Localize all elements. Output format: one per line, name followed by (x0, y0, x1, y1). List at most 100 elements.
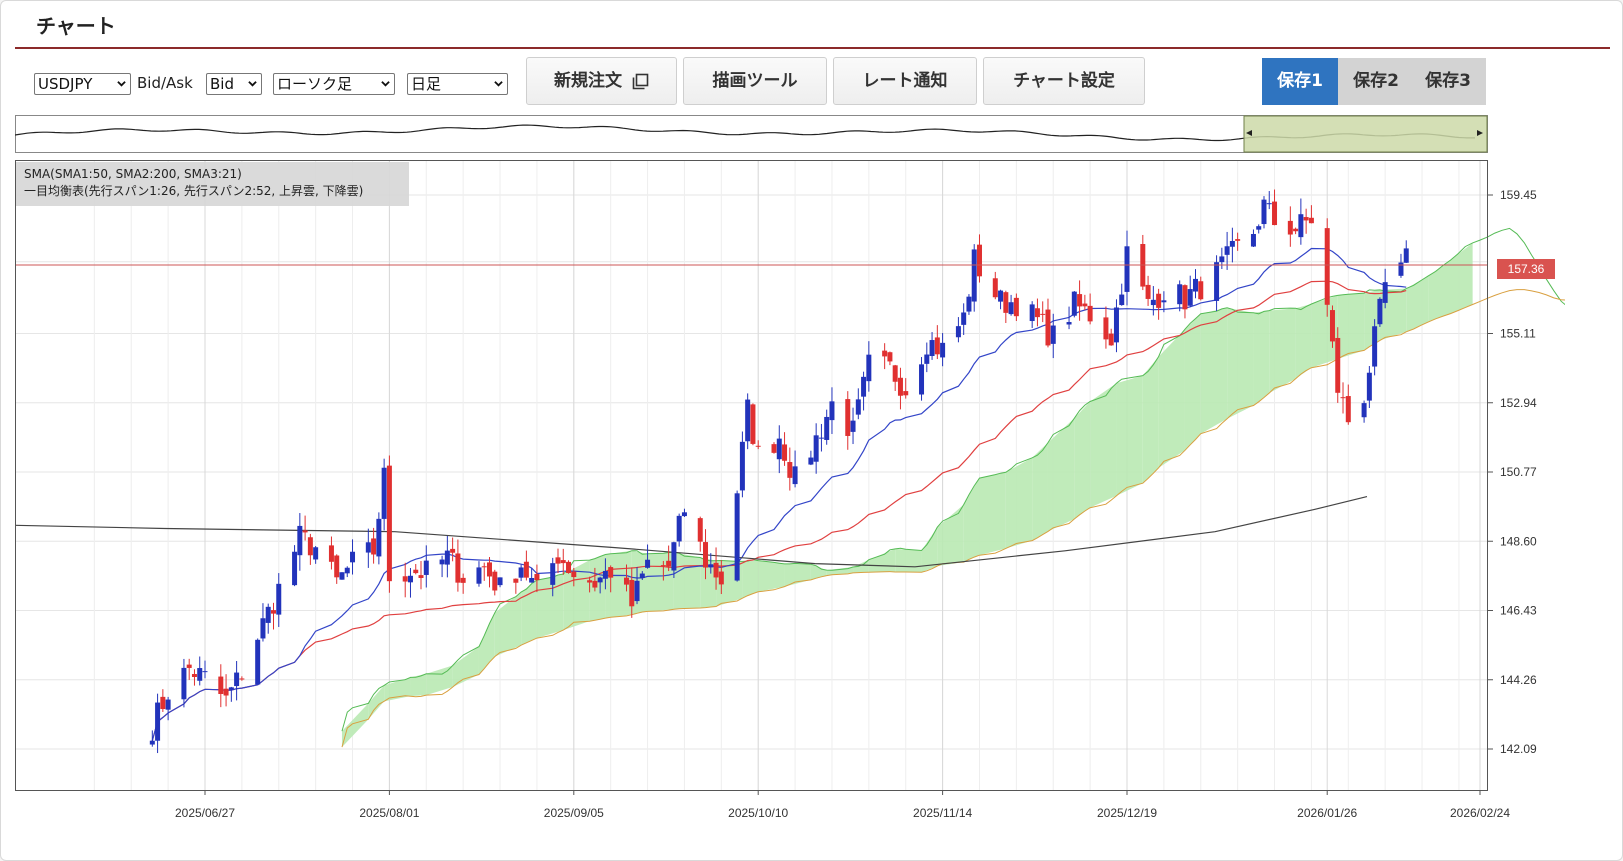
navigator-right-handle-icon[interactable] (1477, 130, 1483, 136)
new-window-icon (632, 73, 649, 89)
candle-up (818, 437, 824, 439)
price-chart[interactable]: 159.45 155.11 152.94 150.77 148.60 146.43 144.… (15, 160, 1565, 832)
chart-settings-button[interactable]: チャート設定 (983, 57, 1145, 105)
candle-down (560, 560, 566, 564)
candle-down (160, 696, 166, 709)
cloud-segment-up (426, 665, 453, 696)
candle-down (1235, 239, 1241, 241)
candle-down (1003, 292, 1009, 313)
candle-down (191, 674, 197, 677)
indicator-legend: SMA(SMA1:50, SMA2:200, SMA3:21) 一目均衡表(先行… (16, 162, 409, 206)
cloud-segment-up (384, 677, 411, 702)
candle-up (1187, 289, 1193, 306)
candle-up (824, 416, 830, 440)
rate-alert-button[interactable]: レート通知 (833, 57, 977, 105)
candle-down (845, 399, 851, 436)
candle-up (1403, 248, 1409, 263)
candle-up (919, 364, 925, 395)
save-1-button[interactable]: 保存1 (1262, 58, 1338, 105)
candle-down (976, 244, 982, 277)
candle-up (381, 467, 387, 519)
candle-down (523, 561, 529, 578)
candle-up (1361, 403, 1367, 418)
candle-down (787, 462, 793, 478)
candle-down (1272, 201, 1278, 226)
period-select[interactable]: 日足 (407, 73, 508, 95)
candle-down (1087, 305, 1093, 322)
candle-up (1224, 246, 1230, 255)
candle-up (550, 563, 556, 585)
candle-up (1124, 246, 1130, 292)
draw-tool-button[interactable]: 描画ツール (683, 57, 827, 105)
candle-up (344, 567, 350, 574)
candle-down (713, 562, 719, 578)
new-order-button[interactable]: 新規注文 (526, 57, 677, 105)
candle-down (934, 337, 940, 355)
candle-down (1040, 313, 1046, 315)
candle-down (1077, 294, 1083, 307)
candle-down (897, 377, 903, 396)
candle-down (513, 578, 519, 583)
candle-down (887, 352, 893, 362)
cloud-segment-up (1142, 356, 1159, 484)
x-axis: 2025/06/27 2025/08/01 2025/09/05 2025/10/10… (175, 790, 1510, 820)
navigator-price-line (15, 124, 1475, 142)
candle-down (1103, 317, 1109, 340)
candle-up (929, 340, 935, 357)
navigator-range-window[interactable] (1243, 115, 1488, 153)
candle-down (270, 610, 276, 614)
candle-down (371, 538, 377, 555)
chevron-down-icon (494, 81, 503, 87)
bidask-label: Bid/Ask (137, 74, 193, 92)
candle-up (1229, 240, 1235, 247)
cloud-segment-up (368, 685, 385, 720)
cloud-segment-up (673, 552, 701, 610)
cloud-segment-up (937, 504, 964, 566)
candle-up (423, 560, 429, 575)
candle-down (1013, 297, 1019, 317)
candle-down (1303, 217, 1309, 221)
candle-up (676, 515, 682, 542)
candle-up (255, 639, 261, 685)
candle-down (492, 571, 498, 591)
candle-down (992, 278, 998, 298)
symbol-select[interactable]: USDJPY (34, 73, 131, 95)
candle-up (1372, 326, 1378, 367)
candle-up (1071, 291, 1077, 316)
navigator-left-handle-icon[interactable] (1246, 130, 1252, 136)
cloud-segment-up (963, 478, 980, 563)
candle-down (1145, 284, 1151, 299)
candle-down (418, 575, 424, 578)
candle-up (861, 376, 867, 397)
chart-navigator[interactable] (15, 115, 1488, 153)
candle-down (903, 391, 909, 396)
candle-down (402, 576, 408, 582)
candle-up (829, 401, 835, 421)
cloud-segment-up (1227, 307, 1254, 419)
candle-up (855, 399, 861, 415)
candle-up (1298, 214, 1304, 238)
chart-type-select[interactable]: ローソク足 (273, 73, 395, 95)
candle-up (260, 618, 266, 639)
cloud-segment-up (810, 564, 827, 580)
senkou-span-b (341, 289, 1565, 748)
bidask-select[interactable]: Bid (206, 73, 262, 95)
candle-up (439, 559, 445, 565)
sma-50-line (151, 280, 1407, 741)
save-2-button[interactable]: 保存2 (1338, 58, 1414, 105)
candle-up (202, 671, 208, 673)
save-3-button[interactable]: 保存3 (1410, 58, 1486, 105)
cloud-segment-up (921, 527, 938, 573)
cloud-segment-up (1450, 242, 1473, 314)
candle-down (892, 365, 898, 382)
plot-frame (15, 160, 1488, 791)
cloud-segment-up (895, 548, 922, 573)
candle-up (1366, 372, 1372, 401)
x-tick-label: 2025/11/14 (913, 806, 972, 820)
candle-up (228, 687, 234, 690)
y-tick-label: 150.77 (1500, 465, 1537, 479)
candle-down (334, 555, 340, 578)
candle-down (1324, 228, 1330, 305)
candle-up (265, 606, 271, 623)
candle-down (328, 545, 334, 562)
